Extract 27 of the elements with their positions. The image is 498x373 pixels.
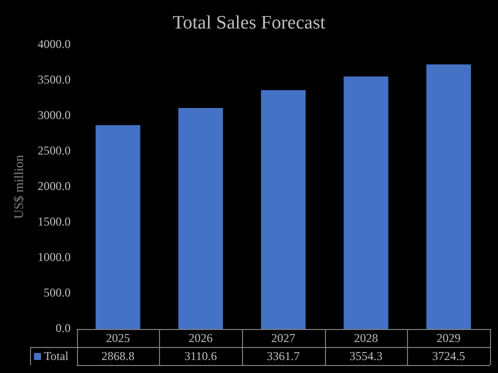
bar	[260, 90, 306, 329]
y-tick-label: 3500.0	[38, 72, 71, 86]
y-tick-label: 2500.0	[38, 144, 71, 158]
text: 3110.6	[184, 349, 217, 364]
y-tick-label: 2000.0	[38, 179, 71, 194]
x-tick-label: 2027	[271, 331, 296, 346]
x-tick-label: 2026	[188, 331, 213, 346]
x-tick-label: 2029	[436, 331, 461, 346]
chart-title: Total Sales Forecast	[172, 12, 326, 34]
text: 3724.5	[432, 349, 466, 364]
text: 3361.7	[266, 349, 300, 364]
y-tick-label: 3000.0	[38, 108, 71, 122]
bar	[178, 108, 223, 329]
y-tick-label: 500.0	[44, 286, 71, 300]
y-tick-label: 1000.0	[38, 250, 71, 264]
x-tick-label: 2028	[354, 331, 378, 346]
x-tick-label: 2025	[106, 331, 130, 346]
text: 2868.8	[101, 349, 134, 364]
text: 3554.3	[349, 349, 382, 364]
bar	[426, 64, 471, 329]
bar	[344, 76, 388, 329]
bar	[96, 125, 140, 329]
y-tick-label: 4000.0	[38, 36, 71, 51]
y-tick-label: 0.0	[56, 321, 71, 336]
y-axis-title: US$ million	[11, 154, 26, 219]
y-tick-label: 1500.0	[38, 214, 71, 229]
legend-label: Total	[44, 349, 70, 364]
